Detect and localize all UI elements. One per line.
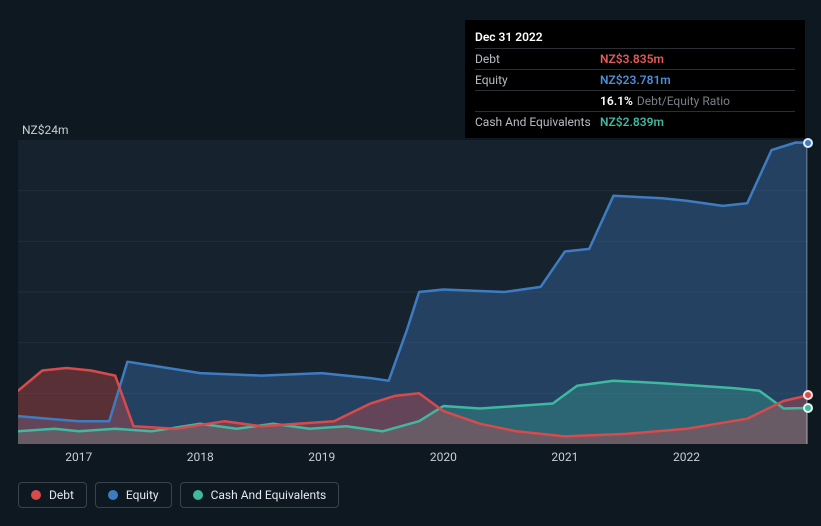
legend-item-equity[interactable]: Equity xyxy=(95,482,172,508)
legend-dot-icon xyxy=(108,490,118,500)
x-axis-label: 2019 xyxy=(308,450,335,464)
legend-dot-icon xyxy=(193,490,203,500)
tooltip-row-cash: Cash And Equivalents NZ$2.839m xyxy=(475,111,795,132)
tooltip-value-ratio-pct: 16.1% xyxy=(600,94,633,108)
x-axis-label: 2017 xyxy=(65,450,92,464)
series-marker-cash xyxy=(803,403,813,413)
legend-label: Debt xyxy=(49,488,74,502)
tooltip-value-ratio-label: Debt/Equity Ratio xyxy=(637,94,730,108)
tooltip-panel: Dec 31 2022 Debt NZ$3.835m Equity NZ$23.… xyxy=(465,20,805,138)
tooltip-row-ratio: 16.1% Debt/Equity Ratio xyxy=(475,90,795,111)
series-marker-debt xyxy=(803,390,813,400)
legend-item-debt[interactable]: Debt xyxy=(18,482,87,508)
legend-dot-icon xyxy=(31,490,41,500)
chart-area[interactable] xyxy=(18,140,808,444)
series-marker-equity xyxy=(803,138,813,148)
tooltip-value-cash: NZ$2.839m xyxy=(600,115,664,129)
legend-item-cash[interactable]: Cash And Equivalents xyxy=(180,482,340,508)
x-axis-label: 2021 xyxy=(551,450,578,464)
tooltip-value-debt: NZ$3.835m xyxy=(600,52,664,66)
tooltip-date: Dec 31 2022 xyxy=(475,26,795,48)
tooltip-label-debt: Debt xyxy=(475,52,600,66)
x-axis-label: 2020 xyxy=(430,450,457,464)
legend-label: Cash And Equivalents xyxy=(211,488,327,502)
y-axis-label-top: NZ$24m xyxy=(22,123,69,137)
tooltip-row-equity: Equity NZ$23.781m xyxy=(475,69,795,90)
x-axis-label: 2022 xyxy=(673,450,700,464)
tooltip-label-cash: Cash And Equivalents xyxy=(475,115,600,129)
tooltip-value-equity: NZ$23.781m xyxy=(600,73,671,87)
area-chart-svg xyxy=(18,140,808,444)
tooltip-row-debt: Debt NZ$3.835m xyxy=(475,48,795,69)
x-axis-label: 2018 xyxy=(187,450,214,464)
legend: Debt Equity Cash And Equivalents xyxy=(18,482,339,508)
tooltip-label-ratio xyxy=(475,94,600,108)
x-axis: 2017 2018 2019 2020 2021 2022 xyxy=(18,450,808,470)
tooltip-label-equity: Equity xyxy=(475,73,600,87)
legend-label: Equity xyxy=(126,488,159,502)
